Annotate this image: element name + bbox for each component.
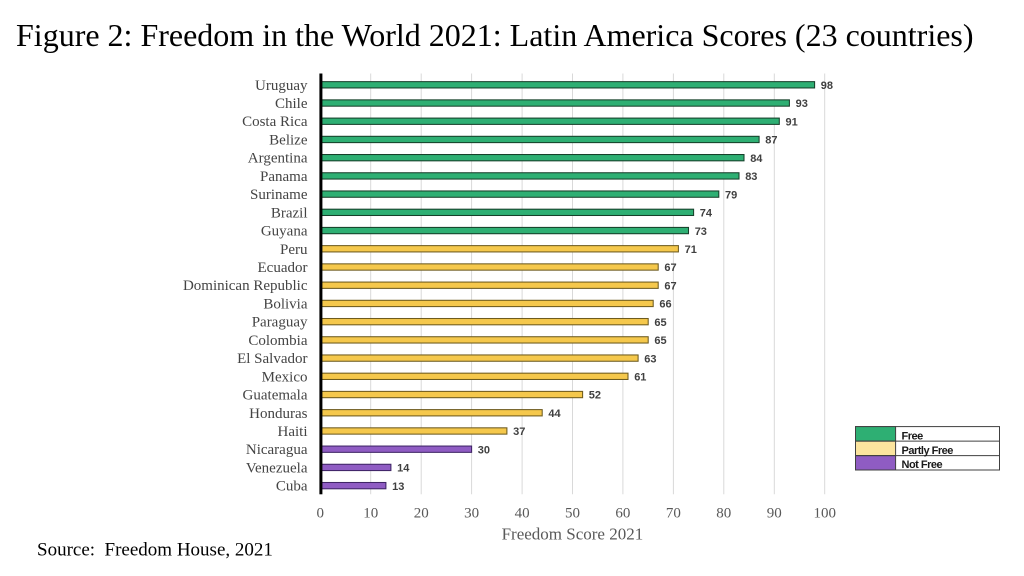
svg-text:67: 67 (664, 280, 676, 292)
svg-text:Nicaragua: Nicaragua (246, 442, 308, 458)
svg-text:Dominican Republic: Dominican Republic (183, 278, 308, 294)
svg-text:Paraguay: Paraguay (252, 315, 308, 331)
svg-text:52: 52 (589, 390, 601, 402)
svg-text:Bolivia: Bolivia (263, 296, 308, 312)
svg-text:Not Free: Not Free (902, 459, 943, 471)
svg-text:Free: Free (902, 430, 924, 442)
svg-text:79: 79 (725, 189, 737, 201)
svg-text:Venezuela: Venezuela (246, 460, 308, 476)
svg-text:Peru: Peru (280, 242, 308, 258)
svg-text:Guatemala: Guatemala (243, 388, 308, 404)
svg-text:66: 66 (659, 299, 671, 311)
svg-text:10: 10 (363, 506, 378, 522)
svg-text:44: 44 (548, 408, 561, 420)
svg-text:Cuba: Cuba (276, 479, 308, 495)
svg-text:Panama: Panama (260, 169, 308, 185)
svg-text:71: 71 (685, 244, 697, 256)
svg-text:74: 74 (700, 208, 713, 220)
svg-text:70: 70 (666, 506, 681, 522)
svg-text:Costa Rica: Costa Rica (242, 114, 308, 130)
svg-text:50: 50 (565, 506, 580, 522)
svg-text:Argentina: Argentina (248, 151, 308, 167)
svg-text:Mexico: Mexico (262, 369, 308, 385)
svg-text:98: 98 (821, 80, 833, 92)
svg-text:Belize: Belize (269, 132, 308, 148)
svg-text:Chile: Chile (275, 96, 308, 112)
svg-text:63: 63 (644, 353, 656, 365)
svg-text:93: 93 (796, 98, 808, 110)
svg-text:Colombia: Colombia (248, 333, 308, 349)
svg-text:El Salvador: El Salvador (237, 351, 307, 367)
svg-text:Uruguay: Uruguay (255, 78, 308, 94)
svg-text:61: 61 (634, 372, 646, 384)
svg-text:65: 65 (654, 335, 666, 347)
svg-text:13: 13 (392, 481, 404, 493)
svg-text:20: 20 (414, 506, 429, 522)
svg-text:Figure 2: Freedom in the World: Figure 2: Freedom in the World 2021: Lat… (16, 17, 974, 53)
svg-text:83: 83 (745, 171, 757, 183)
svg-text:80: 80 (716, 506, 731, 522)
svg-text:14: 14 (397, 463, 410, 475)
svg-text:Guyana: Guyana (261, 224, 308, 240)
svg-text:Source: Freedom House, 2021: Source: Freedom House, 2021 (37, 540, 273, 561)
svg-text:100: 100 (813, 506, 836, 522)
svg-text:30: 30 (478, 444, 490, 456)
svg-text:Brazil: Brazil (271, 205, 308, 221)
svg-text:90: 90 (767, 506, 782, 522)
svg-text:87: 87 (765, 135, 777, 147)
svg-text:Freedom Score 2021: Freedom Score 2021 (502, 525, 644, 544)
svg-text:Honduras: Honduras (249, 406, 307, 422)
svg-text:40: 40 (515, 506, 530, 522)
svg-text:91: 91 (786, 116, 798, 128)
svg-text:Suriname: Suriname (250, 187, 308, 203)
svg-text:65: 65 (654, 317, 666, 329)
svg-text:Partly Free: Partly Free (902, 445, 954, 457)
svg-text:37: 37 (513, 426, 525, 438)
svg-text:84: 84 (750, 153, 763, 165)
svg-text:67: 67 (664, 262, 676, 274)
svg-text:73: 73 (695, 226, 707, 238)
svg-text:Ecuador: Ecuador (258, 260, 308, 276)
svg-text:0: 0 (317, 506, 325, 522)
svg-text:30: 30 (464, 506, 479, 522)
svg-text:Haiti: Haiti (278, 424, 308, 440)
svg-text:60: 60 (615, 506, 630, 522)
